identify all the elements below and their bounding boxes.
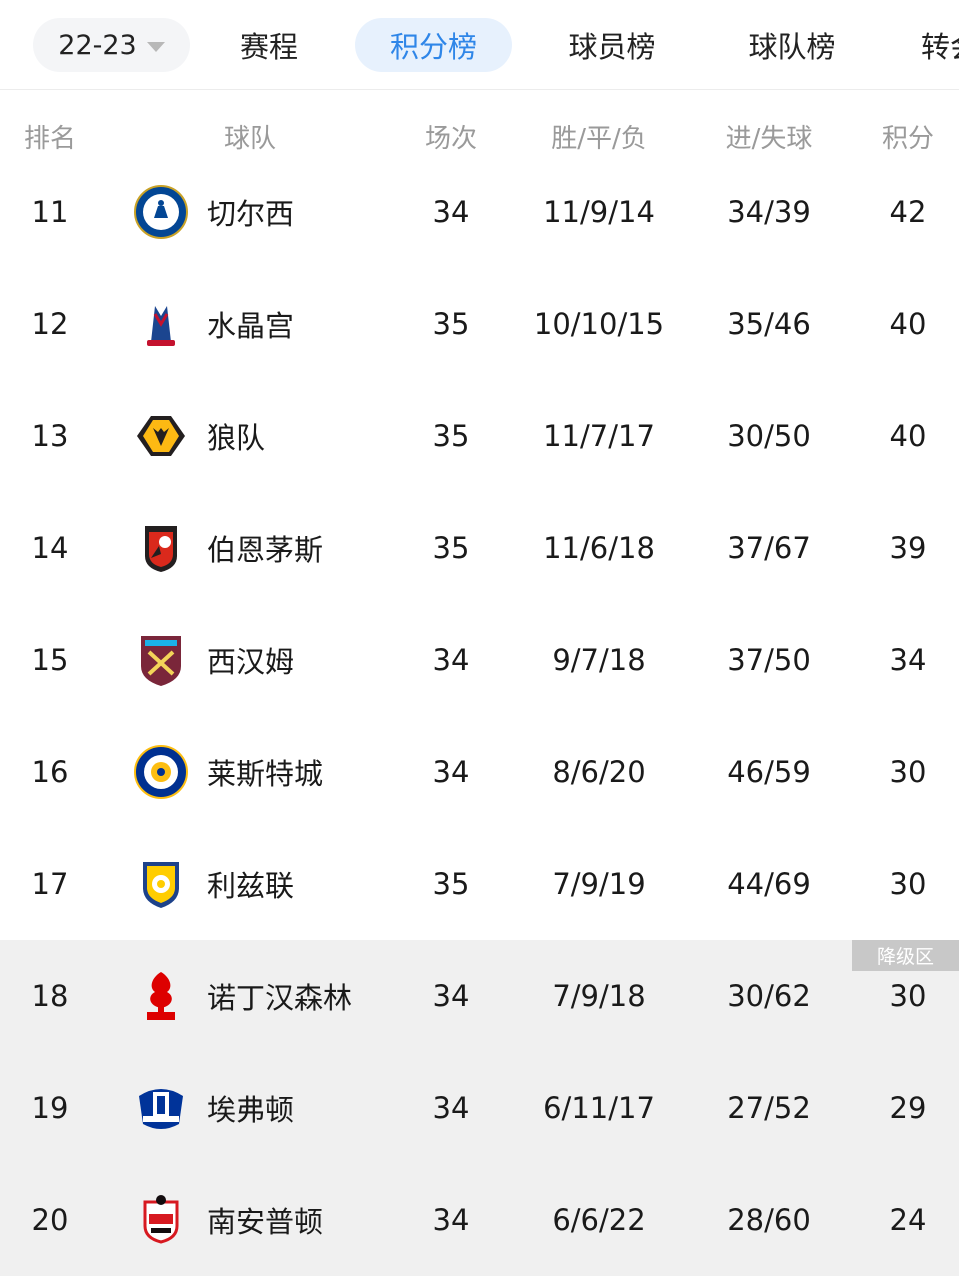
row-wdl: 10/10/15 [533,307,665,341]
table-row[interactable]: 11 切尔西 34 11/9/14 34/39 42 [0,156,959,268]
row-wdl: 7/9/18 [552,979,646,1013]
header-points: 积分 [881,124,935,154]
header-rank: 排名 [23,124,77,154]
tab-schedule[interactable]: 赛程 [239,30,298,64]
row-wdl: 9/7/18 [552,643,646,677]
tab-standings[interactable]: 积分榜 [355,18,512,72]
row-goals: 35/46 [727,307,811,341]
row-goals: 37/67 [727,531,811,565]
chelsea-crest-icon [133,184,189,240]
row-goals: 34/39 [727,195,811,229]
row-played: 34 [432,643,470,677]
row-played: 35 [432,531,470,565]
row-rank: 15 [31,643,69,677]
row-wdl: 11/9/14 [543,195,655,229]
row-team-name: 诺丁汉森林 [207,981,353,1015]
header-wdl: 胜/平/负 [551,124,647,154]
row-played: 34 [432,755,470,789]
southampton-crest-icon [133,1192,189,1248]
leicester-crest-icon [133,744,189,800]
nottingham-forest-crest-icon [133,968,189,1024]
row-played: 34 [432,979,470,1013]
row-rank: 11 [31,195,69,229]
leeds-crest-icon [133,856,189,912]
bournemouth-crest-icon [133,520,189,576]
row-played: 34 [432,1091,470,1125]
row-rank: 17 [31,867,69,901]
row-points: 42 [889,195,927,229]
season-selector[interactable]: 22-23 [33,18,190,72]
row-team-name: 埃弗顿 [207,1093,295,1127]
row-played: 35 [432,867,470,901]
table-row[interactable]: 17 利兹联 35 7/9/19 44/69 30 [0,828,959,940]
table-row[interactable]: 19 埃弗顿 34 6/11/17 27/52 29 [0,1052,959,1164]
row-team-name: 西汉姆 [207,645,295,679]
row-goals: 28/60 [727,1203,811,1237]
row-played: 34 [432,1203,470,1237]
row-wdl: 11/6/18 [543,531,655,565]
table-row[interactable]: 20 南安普顿 34 6/6/22 28/60 24 [0,1164,959,1276]
tab-team-ranking[interactable]: 球队榜 [748,30,836,64]
table-row[interactable]: 16 莱斯特城 34 8/6/20 46/59 30 [0,716,959,828]
row-goals: 37/50 [727,643,811,677]
header-team: 球队 [223,124,277,154]
row-wdl: 6/6/22 [552,1203,646,1237]
row-rank: 18 [31,979,69,1013]
row-team-name: 伯恩茅斯 [207,533,324,567]
row-goals: 30/50 [727,419,811,453]
table-row[interactable]: 13 狼队 35 11/7/17 30/50 40 [0,380,959,492]
row-points: 29 [889,1091,927,1125]
row-rank: 16 [31,755,69,789]
row-rank: 20 [31,1203,69,1237]
row-points: 40 [889,307,927,341]
row-wdl: 6/11/17 [543,1091,655,1125]
row-wdl: 8/6/20 [552,755,646,789]
header-played: 场次 [424,124,478,154]
row-wdl: 11/7/17 [543,419,655,453]
row-rank: 14 [31,531,69,565]
tab-player-ranking[interactable]: 球员榜 [568,30,656,64]
row-rank: 19 [31,1091,69,1125]
table-row[interactable]: 15 西汉姆 34 9/7/18 37/50 34 [0,604,959,716]
table-row[interactable]: 18 诺丁汉森林 34 7/9/18 30/62 30 [0,940,959,1052]
row-team-name: 利兹联 [207,869,295,903]
row-points: 40 [889,419,927,453]
row-goals: 46/59 [727,755,811,789]
relegation-zone-badge: 降级区 [852,940,959,971]
table-row[interactable]: 12 水晶宫 35 10/10/15 35/46 40 [0,268,959,380]
row-points: 39 [889,531,927,565]
wolves-crest-icon [133,408,189,464]
top-nav-bar: 22-23 赛程 积分榜 球员榜 球队榜 转会 [0,0,959,90]
row-goals: 27/52 [727,1091,811,1125]
row-points: 30 [889,979,927,1013]
row-team-name: 狼队 [207,421,266,455]
crystal-palace-crest-icon [133,296,189,352]
row-points: 30 [889,867,927,901]
row-team-name: 莱斯特城 [207,757,324,791]
chevron-down-icon [146,42,165,52]
row-team-name: 水晶宫 [207,309,295,343]
row-goals: 30/62 [727,979,811,1013]
tab-transfers[interactable]: 转会 [921,30,959,64]
row-points: 24 [889,1203,927,1237]
row-team-name: 切尔西 [207,197,295,231]
everton-crest-icon [133,1080,189,1136]
season-label: 22-23 [58,29,137,61]
row-rank: 12 [31,307,69,341]
row-points: 34 [889,643,927,677]
header-goals: 进/失球 [725,124,813,154]
row-rank: 13 [31,419,69,453]
row-played: 35 [432,307,470,341]
table-header: 排名 球队 场次 胜/平/负 进/失球 积分 [0,100,959,170]
row-played: 35 [432,419,470,453]
row-goals: 44/69 [727,867,811,901]
row-wdl: 7/9/19 [552,867,646,901]
row-team-name: 南安普顿 [207,1205,324,1239]
row-points: 30 [889,755,927,789]
table-row[interactable]: 14 伯恩茅斯 35 11/6/18 37/67 39 [0,492,959,604]
row-played: 34 [432,195,470,229]
west-ham-crest-icon [133,632,189,688]
